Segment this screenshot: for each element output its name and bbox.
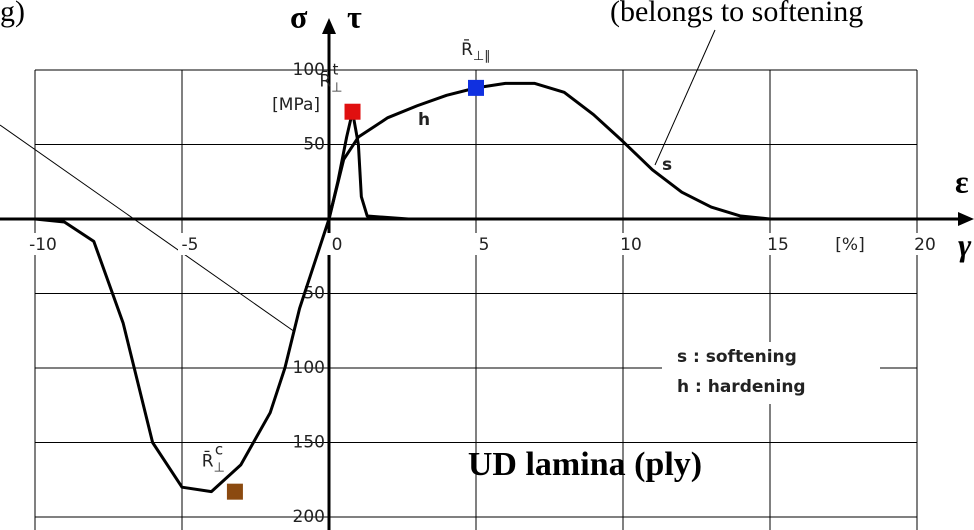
x-tick-label: 20 [914, 235, 936, 255]
marker [468, 79, 484, 96]
x-tick-label: 15 [767, 235, 789, 255]
tick-bg [472, 233, 496, 255]
label-sub: ⊥ [214, 460, 225, 475]
cut-text: (belongs to softening [610, 0, 863, 28]
curve-label: h [418, 110, 430, 130]
curve [34, 217, 331, 494]
y-tick-label: 150 [293, 433, 325, 453]
pointer-line [0, 124, 296, 333]
x-tick-label: -10 [29, 235, 57, 255]
unit-bg [238, 92, 320, 118]
y-tick-label: 100 [293, 358, 325, 378]
tick-bg [766, 233, 790, 255]
x-tick-label: 10 [620, 235, 642, 255]
y-label-2: τ [347, 0, 362, 34]
legend-box [662, 342, 880, 404]
x-label-2: γ [958, 226, 972, 262]
y-label: σ [290, 0, 308, 34]
label-sup: t [333, 60, 339, 78]
unit-bg [826, 233, 876, 255]
x-unit: [%] [835, 235, 864, 255]
tick-bg [913, 233, 937, 255]
label-base: R̄ [319, 70, 331, 92]
label-sup: c [215, 440, 223, 458]
y-tick-label: 100 [293, 60, 325, 80]
x-tick-label: -5 [182, 235, 199, 255]
label-base: R̄ [202, 450, 214, 472]
curve [327, 81, 771, 221]
tick-bg [31, 233, 55, 255]
pointer-line [654, 29, 716, 166]
x-arrow [958, 212, 974, 226]
marker [344, 103, 361, 120]
legend-text: h : hardening [677, 377, 806, 397]
label-base: R̄ [461, 38, 473, 60]
x-tick-label: 0 [332, 235, 343, 255]
tick-bg [325, 233, 349, 255]
label-sub: ⊥ [331, 80, 342, 95]
tick-bg [619, 233, 643, 255]
y-tick-label: 50 [303, 284, 325, 304]
x-label: ε [955, 163, 969, 199]
tick-bg [178, 233, 202, 255]
y-tick-label: 50 [303, 135, 325, 155]
chart-title: UD lamina (ply) [468, 446, 702, 483]
legend-text: s : softening [677, 347, 797, 367]
marker-label: R̄⊥∥ [461, 38, 491, 64]
y-tick-label: 200 [293, 507, 325, 527]
x-tick-label: 5 [479, 235, 490, 255]
marker [226, 483, 243, 500]
marker-label: R̄⊥ t [319, 60, 342, 95]
curve-label: s [662, 155, 672, 175]
label-sub: ⊥∥ [473, 48, 491, 63]
y-arrow [322, 18, 336, 34]
marker-label: R̄⊥ c [202, 440, 225, 475]
y-unit: [MPa] [272, 95, 320, 115]
cut-text: g) [0, 0, 25, 28]
